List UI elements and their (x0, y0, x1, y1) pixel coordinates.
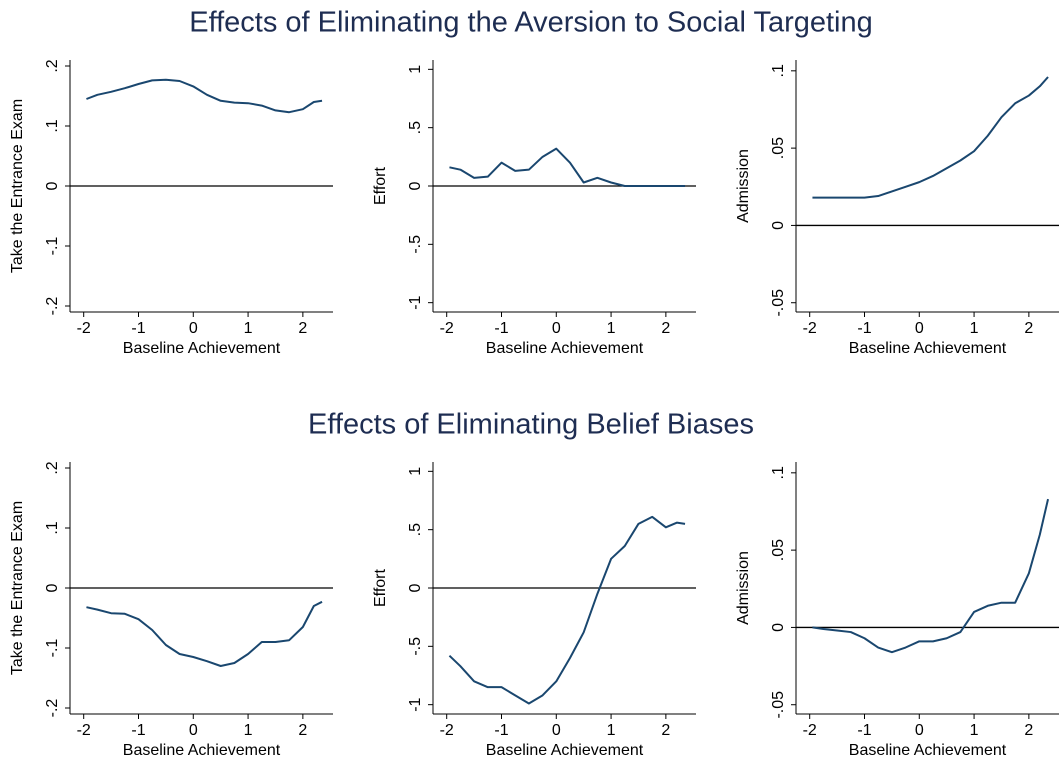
x-tick-label: -1 (131, 320, 145, 337)
y-axis-label: Admission (735, 551, 752, 625)
x-tick-label: 0 (915, 722, 924, 739)
data-line (86, 600, 323, 667)
y-tick-label: 0 (407, 181, 424, 190)
x-tick-label: 2 (298, 722, 307, 739)
x-tick-label: 1 (970, 320, 979, 337)
data-line (812, 498, 1050, 654)
x-axis-label: Baseline Achievement (123, 742, 281, 759)
y-tick-label: .1 (44, 119, 61, 132)
x-axis-label: Baseline Achievement (849, 340, 1007, 357)
y-tick-label: .1 (770, 64, 787, 77)
y-tick-label: .2 (44, 59, 61, 72)
x-tick-label: -2 (440, 320, 454, 337)
x-tick-label: -1 (131, 722, 145, 739)
y-tick-label: 1 (407, 467, 424, 476)
y-tick-label: 0 (770, 221, 787, 230)
x-tick-label: 2 (1024, 320, 1033, 337)
x-axis-label: Baseline Achievement (123, 340, 281, 357)
x-tick-label: 1 (970, 722, 979, 739)
y-tick-label: .05 (770, 137, 787, 159)
y-tick-label: .2 (44, 461, 61, 474)
x-tick-label: -1 (494, 320, 508, 337)
x-axis-label: Baseline Achievement (849, 742, 1007, 759)
y-tick-label: -1 (407, 295, 424, 309)
y-tick-label: .5 (407, 523, 424, 536)
x-tick-label: 0 (915, 320, 924, 337)
y-axis-label: Admission (735, 149, 752, 223)
y-tick-label: -1 (407, 697, 424, 711)
x-tick-label: 1 (607, 320, 616, 337)
x-axis-label: Baseline Achievement (486, 742, 644, 759)
x-tick-label: 0 (189, 722, 198, 739)
x-tick-label: 0 (552, 320, 561, 337)
y-axis-label: Take the Entrance Exam (9, 501, 26, 675)
y-tick-label: .1 (44, 521, 61, 534)
y-tick-label: -.05 (770, 691, 787, 719)
y-tick-label: 1 (407, 65, 424, 74)
x-tick-label: -1 (857, 722, 871, 739)
x-tick-label: 2 (661, 320, 670, 337)
x-tick-label: 2 (298, 320, 307, 337)
x-tick-label: -2 (77, 722, 91, 739)
x-tick-label: 0 (189, 320, 198, 337)
x-tick-label: 0 (552, 722, 561, 739)
y-tick-label: -.05 (770, 289, 787, 317)
x-tick-label: -2 (77, 320, 91, 337)
data-line (448, 515, 686, 705)
y-tick-label: -.5 (407, 637, 424, 656)
y-axis-label: Effort (372, 166, 389, 205)
y-tick-label: -.5 (407, 235, 424, 254)
x-tick-label: 2 (1024, 722, 1033, 739)
y-tick-label: -.2 (44, 297, 61, 316)
y-tick-label: 0 (44, 583, 61, 592)
x-tick-label: -2 (440, 722, 454, 739)
heading: Effects of Eliminating Belief Biases (308, 409, 754, 441)
x-tick-label: 1 (607, 722, 616, 739)
data-line (86, 78, 323, 114)
y-axis-label: Take the Entrance Exam (9, 99, 26, 273)
y-tick-label: .5 (407, 121, 424, 134)
data-line (812, 76, 1049, 199)
x-axis-label: Baseline Achievement (486, 340, 644, 357)
y-tick-label: -.1 (44, 237, 61, 256)
heading: Effects of Eliminating the Aversion to S… (189, 7, 873, 39)
y-tick-label: -.2 (44, 699, 61, 718)
x-tick-label: -1 (494, 722, 508, 739)
y-axis-label: Effort (372, 568, 389, 607)
x-tick-label: 2 (661, 722, 670, 739)
y-tick-label: 0 (44, 181, 61, 190)
x-tick-label: 1 (244, 722, 253, 739)
y-tick-label: 0 (770, 623, 787, 632)
y-tick-label: -.1 (44, 639, 61, 658)
x-tick-label: -2 (803, 320, 817, 337)
x-tick-label: -2 (803, 722, 817, 739)
data-line (449, 147, 686, 187)
x-tick-label: -1 (857, 320, 871, 337)
y-tick-label: .05 (770, 539, 787, 561)
y-tick-label: 0 (407, 583, 424, 592)
x-tick-label: 1 (244, 320, 253, 337)
y-tick-label: .1 (770, 466, 787, 479)
